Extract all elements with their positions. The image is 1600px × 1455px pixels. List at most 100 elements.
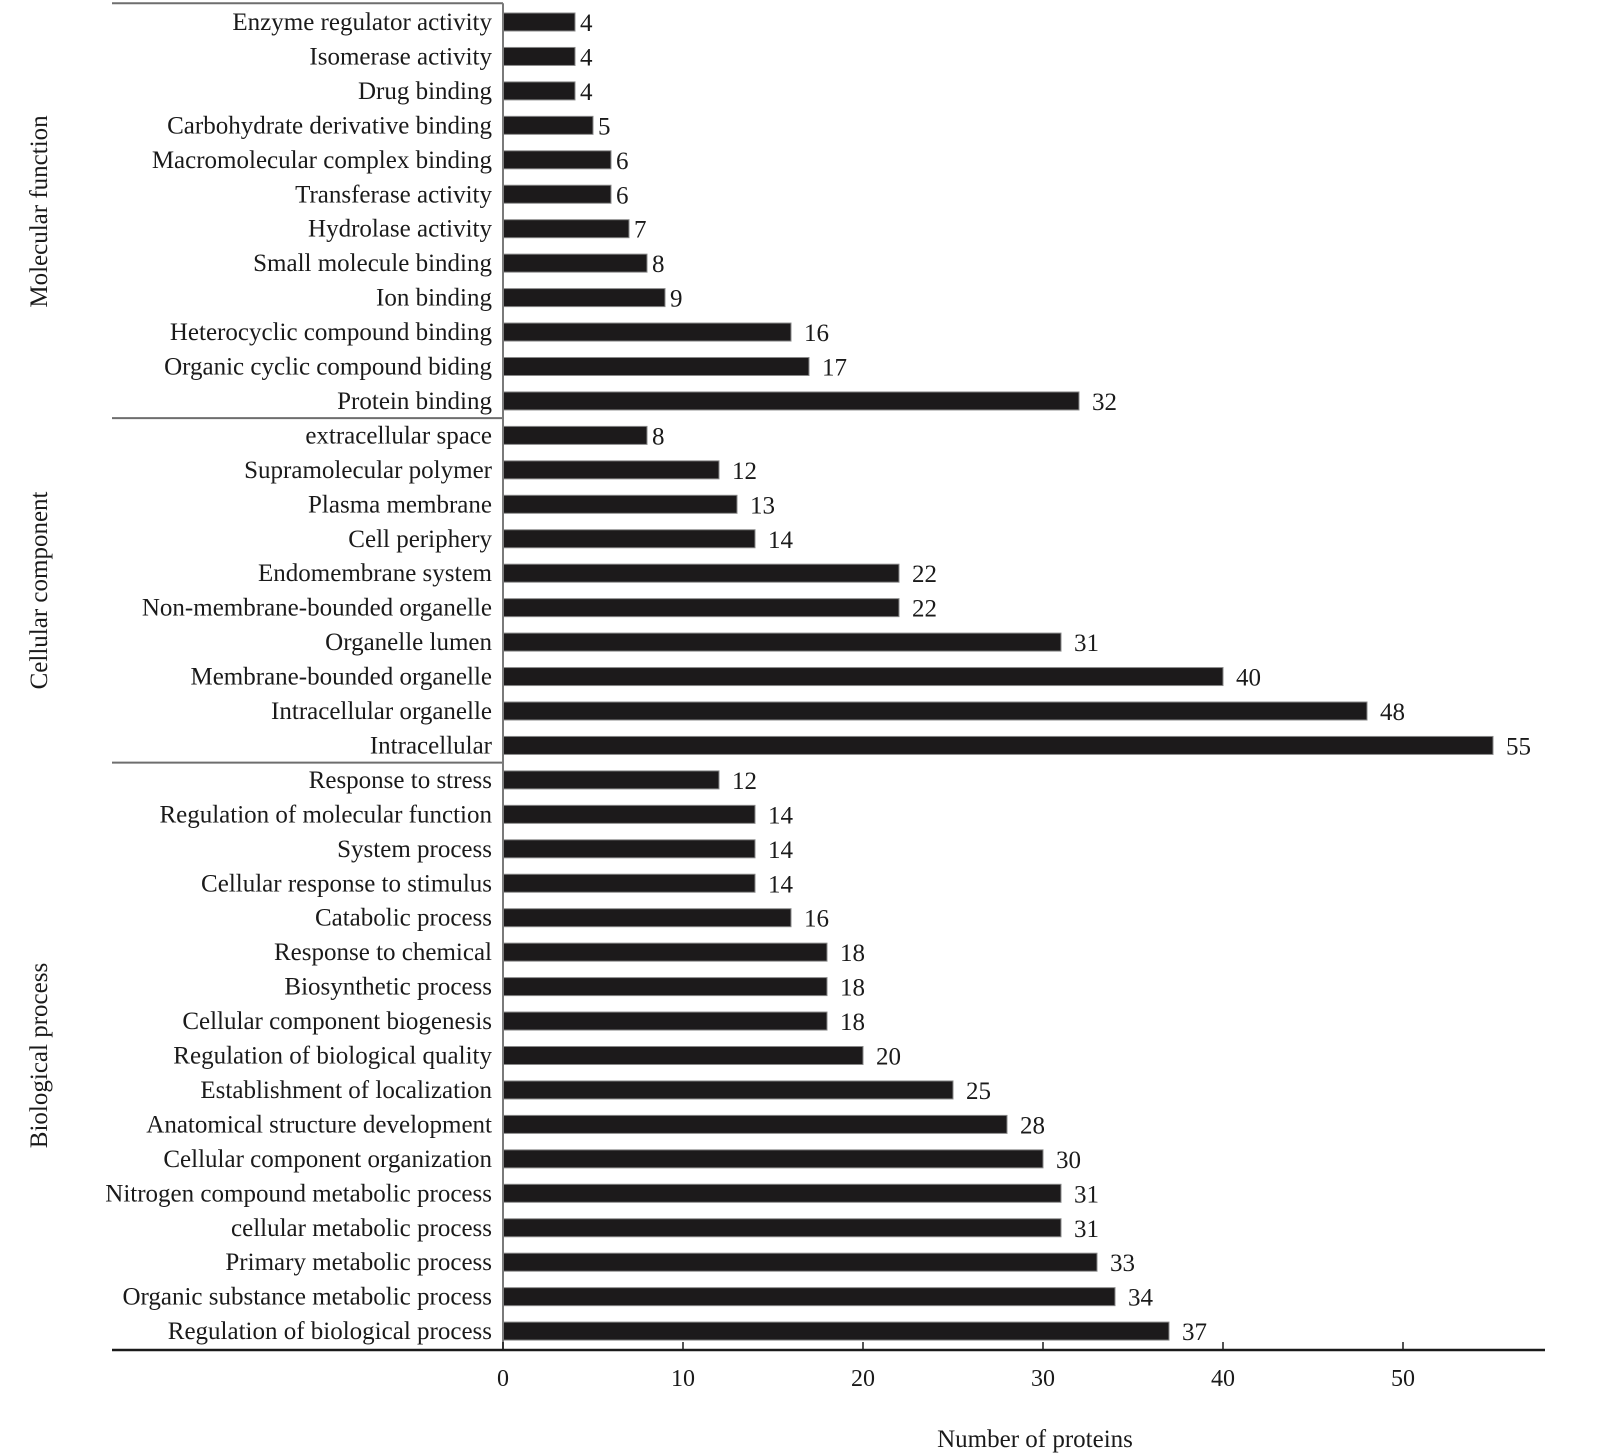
value-label: 6	[616, 148, 629, 175]
value-label: 12	[732, 458, 757, 485]
value-label: 4	[580, 44, 593, 71]
bar	[502, 632, 1062, 652]
category-label: Cellular component biogenesis	[182, 1008, 492, 1035]
value-label: 18	[840, 940, 865, 967]
category-label: Protein binding	[337, 388, 492, 415]
bar	[502, 873, 756, 893]
bar	[502, 1287, 1116, 1307]
bar	[502, 115, 594, 135]
group-label: Molecular function	[26, 115, 53, 308]
x-tick-label: 10	[671, 1366, 695, 1392]
x-tick-label: 40	[1211, 1366, 1235, 1392]
bar	[502, 1218, 1062, 1238]
value-label: 9	[670, 286, 683, 313]
category-label: Intracellular	[370, 732, 493, 759]
bar	[502, 219, 630, 239]
x-axis: 0 10 20 30 40 50	[112, 2, 1545, 1392]
value-label: 34	[1128, 1285, 1154, 1312]
category-label: Anatomical structure development	[146, 1111, 492, 1138]
category-label: Organelle lumen	[325, 629, 492, 656]
value-label: 31	[1074, 630, 1099, 657]
value-label: 48	[1380, 699, 1405, 726]
category-label: Response to chemical	[274, 939, 492, 966]
bar	[502, 667, 1224, 687]
value-label: 22	[912, 561, 937, 588]
value-label: 14	[768, 527, 794, 554]
category-label: Cellular component organization	[163, 1146, 492, 1173]
value-label: 20	[876, 1044, 901, 1071]
value-label: 17	[822, 355, 847, 382]
bar	[502, 1046, 864, 1065]
value-label: 8	[652, 423, 665, 450]
bar	[502, 804, 756, 824]
category-label: Non-membrane-bounded organelle	[142, 595, 492, 622]
bar	[502, 839, 756, 859]
x-axis-title: Number of proteins	[937, 1426, 1133, 1453]
category-label: Regulation of biological quality	[173, 1043, 492, 1070]
bar	[502, 908, 792, 928]
bar	[502, 150, 612, 170]
bar	[502, 322, 792, 342]
bar	[502, 425, 648, 445]
value-label: 55	[1506, 733, 1531, 760]
category-label: Enzyme regulator activity	[232, 9, 492, 36]
category-label: Catabolic process	[315, 905, 492, 932]
bar	[502, 1321, 1170, 1341]
category-labels-layer: Enzyme regulator activity Isomerase activ…	[105, 9, 492, 1345]
group-label: Cellular component	[26, 491, 53, 689]
category-label: System process	[337, 836, 492, 863]
bar	[502, 1252, 1098, 1272]
category-label: Carbohydrate derivative binding	[167, 112, 492, 139]
value-label: 32	[1092, 389, 1117, 416]
category-label: Transferase activity	[295, 181, 492, 208]
category-label: Isomerase activity	[309, 43, 492, 70]
category-label: Intracellular organelle	[271, 698, 492, 725]
bar	[502, 735, 1494, 755]
bar	[502, 494, 738, 514]
value-label: 8	[652, 251, 665, 278]
value-label: 4	[580, 79, 593, 106]
category-label: Organic cyclic compound biding	[164, 354, 492, 381]
value-label: 5	[598, 113, 611, 140]
category-label: Endomembrane system	[258, 560, 493, 587]
value-label: 31	[1074, 1216, 1099, 1243]
value-label: 25	[966, 1078, 991, 1105]
group-label: Biological process	[26, 963, 53, 1148]
value-label: 28	[1020, 1112, 1045, 1139]
bars-layer	[502, 12, 1494, 1341]
bar	[502, 184, 612, 204]
category-label: Biosynthetic process	[284, 974, 492, 1001]
value-label: 16	[804, 906, 829, 933]
category-label: Regulation of molecular function	[159, 801, 492, 828]
category-label: Membrane-bounded organelle	[190, 664, 492, 691]
value-label: 33	[1110, 1250, 1135, 1277]
x-tick-label: 20	[851, 1366, 875, 1392]
category-label: Small molecule binding	[253, 250, 492, 277]
category-label: Cell periphery	[348, 526, 492, 553]
value-label: 37	[1182, 1319, 1207, 1346]
category-label: Supramolecular polymer	[244, 457, 493, 484]
value-label: 14	[768, 837, 794, 864]
bar	[502, 253, 648, 273]
x-tick-label: 0	[497, 1366, 509, 1392]
value-label: 31	[1074, 1181, 1099, 1208]
bar	[502, 942, 828, 962]
value-label: 18	[840, 1009, 865, 1036]
bar	[502, 1011, 828, 1031]
value-label: 30	[1056, 1147, 1081, 1174]
x-tick-label: 50	[1391, 1366, 1415, 1392]
bar	[502, 391, 1080, 411]
bar	[502, 81, 576, 101]
value-label: 18	[840, 975, 865, 1002]
value-label: 14	[768, 802, 794, 829]
value-label: 6	[616, 182, 629, 209]
value-label: 22	[912, 596, 937, 623]
bar	[502, 357, 810, 376]
category-label: Response to stress	[309, 767, 492, 794]
category-label: Primary metabolic process	[225, 1249, 492, 1276]
category-label: Heterocyclic compound binding	[170, 319, 493, 346]
category-label: Hydrolase activity	[308, 216, 492, 243]
bar	[502, 598, 900, 618]
category-label: Cellular response to stimulus	[201, 870, 492, 897]
